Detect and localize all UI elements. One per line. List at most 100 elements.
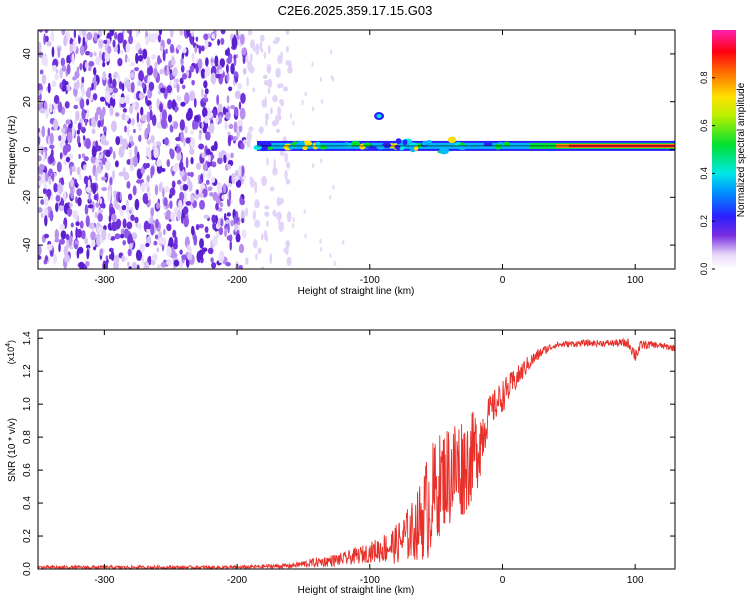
noise-speckle bbox=[46, 243, 53, 251]
noise-speckle bbox=[226, 72, 230, 83]
noise-speckle bbox=[226, 212, 231, 217]
noise-speckle bbox=[285, 45, 290, 53]
noise-speckle bbox=[135, 30, 139, 38]
noise-speckle bbox=[91, 240, 96, 248]
spectrogram-y-tick-label: 20 bbox=[22, 96, 33, 108]
noise-speckle bbox=[105, 160, 111, 171]
noise-speckle bbox=[96, 164, 102, 174]
noise-speckle bbox=[264, 96, 267, 109]
noise-speckle bbox=[160, 87, 166, 94]
noise-speckle bbox=[153, 67, 158, 79]
noise-speckle bbox=[121, 255, 125, 263]
noise-speckle bbox=[190, 129, 194, 135]
noise-speckle bbox=[49, 103, 53, 114]
noise-speckle bbox=[264, 211, 270, 217]
noise-speckle bbox=[134, 198, 140, 211]
noise-speckle bbox=[45, 106, 49, 119]
noise-speckle bbox=[217, 207, 223, 212]
noise-speckle bbox=[329, 49, 333, 55]
noise-speckle bbox=[234, 90, 241, 100]
noise-speckle bbox=[122, 108, 128, 113]
noise-speckle bbox=[76, 135, 81, 145]
noise-speckle bbox=[138, 251, 143, 259]
colorbar-tick-label: 0.0 bbox=[699, 263, 709, 276]
noise-speckle bbox=[91, 128, 96, 135]
noise-speckle bbox=[38, 175, 41, 181]
noise-speckle bbox=[320, 158, 323, 164]
noise-speckle bbox=[122, 218, 127, 229]
noise-speckle bbox=[91, 82, 94, 91]
noise-speckle bbox=[214, 55, 219, 67]
noise-speckle bbox=[220, 30, 226, 35]
noise-speckle bbox=[84, 118, 88, 127]
noise-speckle bbox=[241, 229, 247, 239]
noise-speckle bbox=[150, 223, 155, 236]
snr-y-tick-label: 0.2 bbox=[22, 529, 33, 543]
noise-speckle bbox=[163, 197, 168, 207]
noise-speckle bbox=[50, 250, 53, 257]
noise-speckle bbox=[166, 85, 173, 94]
noise-speckle bbox=[81, 153, 86, 159]
noise-speckle bbox=[235, 179, 242, 188]
noise-speckle bbox=[171, 170, 175, 177]
noise-speckle bbox=[93, 32, 99, 42]
noise-speckle bbox=[65, 233, 70, 241]
noise-speckle bbox=[220, 37, 225, 45]
noise-speckle bbox=[169, 30, 174, 38]
noise-speckle bbox=[176, 44, 182, 51]
noise-speckle bbox=[227, 134, 232, 147]
noise-speckle bbox=[153, 142, 157, 148]
noise-speckle bbox=[156, 164, 163, 174]
noise-speckle bbox=[179, 30, 183, 36]
noise-speckle bbox=[38, 163, 45, 171]
noise-speckle bbox=[150, 54, 157, 60]
noise-speckle bbox=[103, 39, 108, 44]
noise-speckle bbox=[151, 114, 157, 127]
noise-speckle bbox=[87, 204, 94, 209]
noise-speckle bbox=[48, 155, 55, 163]
noise-speckle bbox=[78, 142, 82, 148]
noise-speckle bbox=[222, 183, 227, 194]
noise-speckle bbox=[167, 114, 173, 123]
noise-speckle bbox=[254, 200, 260, 207]
signal-blob bbox=[368, 146, 378, 151]
noise-speckle bbox=[79, 173, 82, 181]
signal-blob bbox=[399, 145, 405, 151]
noise-speckle bbox=[342, 239, 345, 245]
signal-blob bbox=[376, 114, 382, 119]
noise-speckle bbox=[101, 203, 106, 209]
noise-speckle bbox=[58, 205, 64, 212]
noise-speckle bbox=[78, 30, 82, 38]
noise-speckle bbox=[284, 169, 288, 180]
noise-speckle bbox=[107, 189, 112, 202]
noise-speckle bbox=[136, 108, 139, 113]
snr-y-ticks: 0.0 0.2 0.4 0.6 0.8 1.0 1.2 1.4 bbox=[22, 331, 675, 576]
noise-speckle bbox=[226, 164, 232, 170]
signal-blob bbox=[363, 142, 372, 147]
noise-speckle bbox=[226, 182, 233, 188]
noise-speckle bbox=[136, 264, 140, 269]
noise-speckle bbox=[179, 77, 184, 85]
noise-speckle bbox=[200, 68, 206, 79]
noise-speckle bbox=[46, 188, 52, 198]
noise-speckle bbox=[92, 93, 98, 101]
noise-speckle bbox=[154, 61, 158, 69]
noise-speckle bbox=[225, 111, 231, 120]
noise-speckle bbox=[275, 67, 281, 78]
snr-y-label: SNR (10 * v/v) bbox=[7, 418, 18, 482]
noise-speckle bbox=[75, 196, 78, 204]
noise-speckle bbox=[209, 192, 214, 197]
noise-speckle bbox=[111, 213, 117, 222]
noise-speckle bbox=[185, 200, 192, 206]
noise-speckle bbox=[72, 39, 77, 52]
noise-speckle bbox=[75, 96, 80, 102]
signal-blob bbox=[483, 142, 493, 147]
noise-speckle bbox=[198, 143, 205, 150]
noise-speckle bbox=[78, 153, 81, 160]
noise-speckle bbox=[64, 254, 70, 263]
noise-speckle bbox=[276, 211, 282, 221]
noise-speckle bbox=[38, 135, 41, 146]
noise-speckle bbox=[51, 80, 57, 88]
noise-speckle bbox=[280, 50, 283, 61]
noise-speckle bbox=[126, 159, 132, 165]
